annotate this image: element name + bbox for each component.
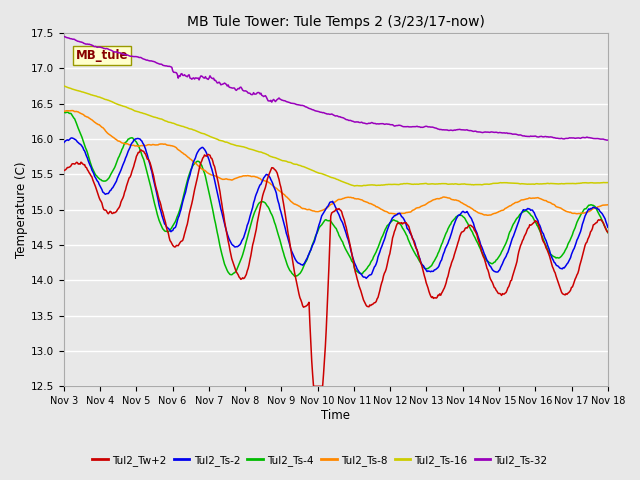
X-axis label: Time: Time: [321, 409, 350, 422]
Legend: Tul2_Tw+2, Tul2_Ts-2, Tul2_Ts-4, Tul2_Ts-8, Tul2_Ts-16, Tul2_Ts-32: Tul2_Tw+2, Tul2_Ts-2, Tul2_Ts-4, Tul2_Ts…: [88, 451, 552, 470]
Title: MB Tule Tower: Tule Temps 2 (3/23/17-now): MB Tule Tower: Tule Temps 2 (3/23/17-now…: [187, 15, 484, 29]
Text: MB_tule: MB_tule: [76, 49, 128, 62]
Y-axis label: Temperature (C): Temperature (C): [15, 161, 28, 258]
